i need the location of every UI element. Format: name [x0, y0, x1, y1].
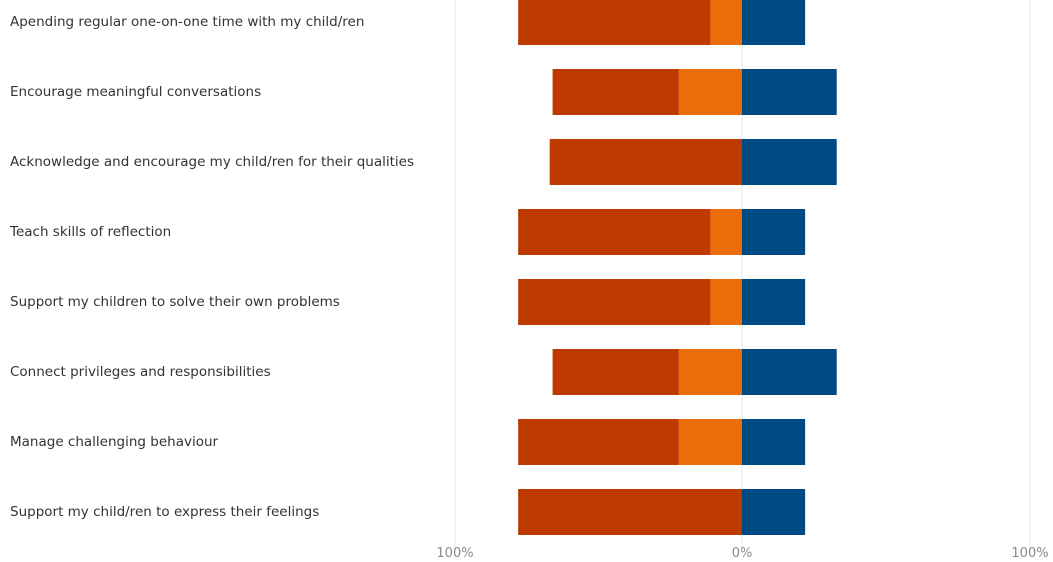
bar-segment	[518, 279, 711, 325]
bar-segment	[518, 0, 711, 45]
bar-segment	[518, 489, 742, 535]
category-label: Teach skills of reflection	[10, 207, 430, 257]
bar-segment	[742, 419, 806, 465]
category-label: Apending regular one-on-one time with my…	[10, 0, 430, 47]
bar-segment	[742, 209, 806, 255]
bar-segment	[742, 349, 837, 395]
x-tick-label: 100%	[1011, 546, 1048, 561]
bar-segment	[518, 209, 711, 255]
bar-segment	[518, 419, 679, 465]
bar-segment	[678, 419, 742, 465]
category-label: Acknowledge and encourage my child/ren f…	[10, 137, 430, 187]
bar-segment	[742, 69, 837, 115]
bar-segment	[710, 279, 742, 325]
category-label: Connect privileges and responsibilities	[10, 347, 430, 397]
category-label: Support my children to solve their own p…	[10, 277, 430, 327]
bar-segment	[678, 69, 742, 115]
x-tick-label: 0%	[732, 546, 753, 561]
category-label-text: Connect privileges and responsibilities	[10, 364, 271, 380]
bar-segment	[742, 139, 837, 185]
category-label-text: Manage challenging behaviour	[10, 434, 219, 450]
bar-segment	[742, 279, 806, 325]
category-label-text: Support my children to solve their own p…	[10, 294, 340, 310]
bar-segment	[742, 0, 806, 45]
category-label: Support my child/ren to express their fe…	[10, 487, 430, 537]
category-label-text: Support my child/ren to express their fe…	[10, 504, 320, 520]
category-label: Manage challenging behaviour	[10, 417, 430, 467]
bar-segment	[549, 139, 742, 185]
category-label-text: Teach skills of reflection	[10, 224, 172, 240]
bar-segment	[742, 489, 806, 535]
category-label-text: Acknowledge and encourage my child/ren f…	[10, 154, 414, 170]
category-label-text: Apending regular one-on-one time with my…	[10, 14, 365, 30]
category-label-text: Encourage meaningful conversations	[10, 84, 262, 100]
bar-segment	[552, 69, 679, 115]
bar-segment	[552, 349, 679, 395]
x-tick-label: 100%	[436, 546, 473, 561]
bars	[518, 0, 837, 535]
bar-segment	[678, 349, 742, 395]
category-label: Encourage meaningful conversations	[10, 67, 430, 117]
x-axis-ticks: 100% 0% 100%	[436, 546, 1048, 561]
bar-segment	[710, 0, 742, 45]
bar-segment	[710, 209, 742, 255]
